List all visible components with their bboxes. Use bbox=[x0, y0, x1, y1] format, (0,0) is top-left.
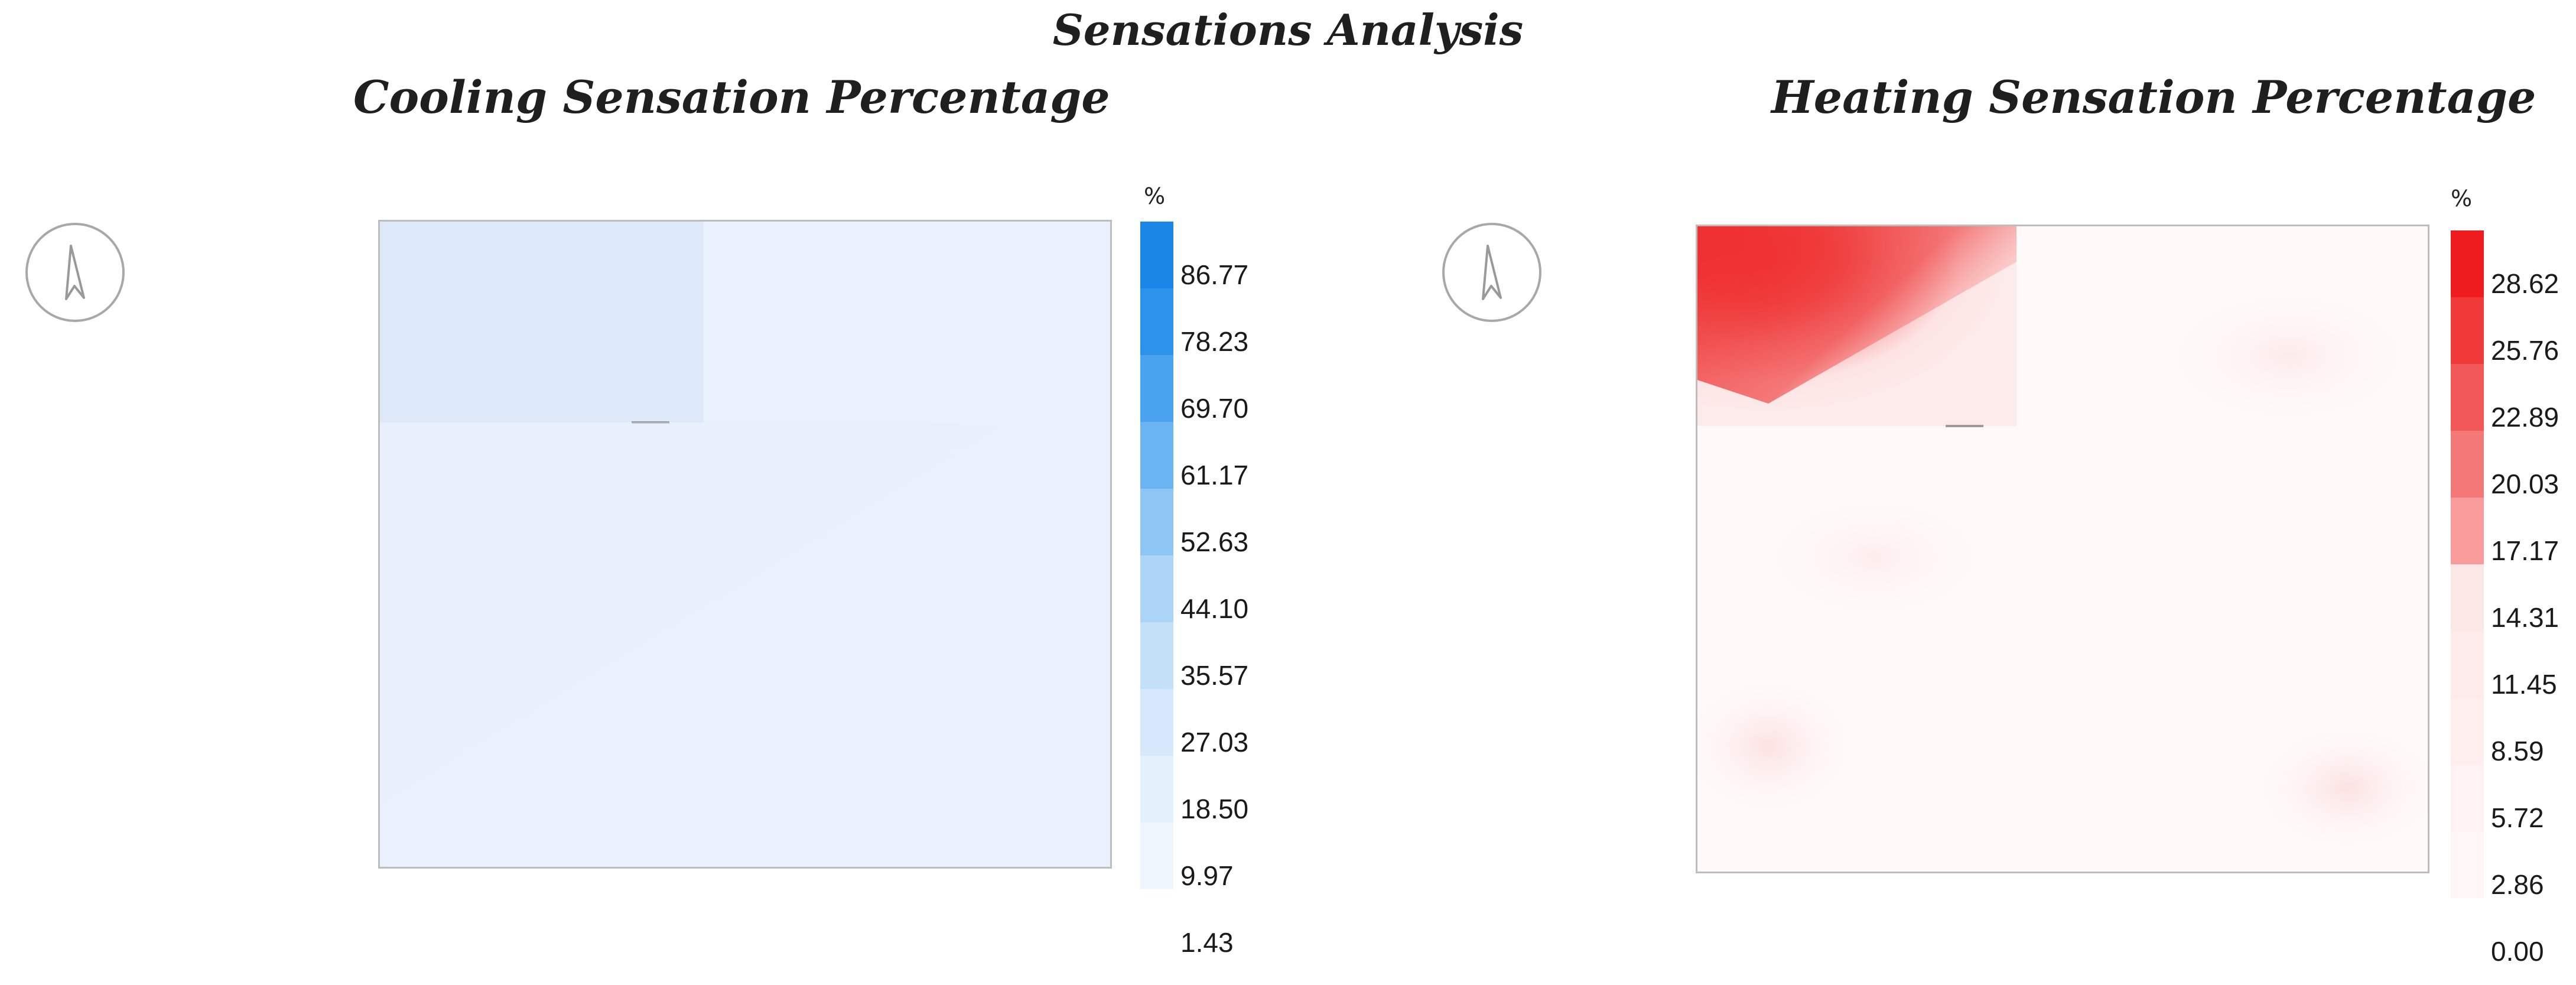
heating-colorbar-title: % bbox=[2451, 186, 2473, 212]
colorbar-tick-label: 18.50 bbox=[1180, 794, 1249, 824]
colorbar-tick-label: 27.03 bbox=[1180, 727, 1249, 758]
colorbar-tick-label: 17.17 bbox=[2491, 535, 2559, 566]
colorbar-tick-label: 22.89 bbox=[2491, 402, 2559, 433]
colorbar-swatch bbox=[2451, 431, 2484, 498]
colorbar-swatch bbox=[2451, 564, 2484, 631]
colorbar-swatch bbox=[1140, 288, 1173, 355]
colorbar-tick-label: 20.03 bbox=[2491, 469, 2559, 499]
colorbar-swatch bbox=[1140, 756, 1173, 823]
colorbar-tick-label: 9.97 bbox=[1180, 860, 1234, 891]
colorbar-tick-label: 35.57 bbox=[1180, 660, 1249, 691]
colorbar-tick-label: 61.17 bbox=[1180, 460, 1249, 490]
colorbar-tick-label: 86.77 bbox=[1180, 259, 1249, 290]
heating-colorbar: % 28.62 25.76 22.89 20.03 17.17 14.31 11.45 8.5… bbox=[2446, 183, 2576, 969]
colorbar-swatch bbox=[1140, 422, 1173, 489]
colorbar-swatch bbox=[1140, 489, 1173, 555]
cooling-room-region bbox=[380, 222, 704, 422]
colorbar-swatch bbox=[1140, 622, 1173, 689]
colorbar-swatch bbox=[2451, 364, 2484, 431]
colorbar-swatch bbox=[2451, 698, 2484, 765]
colorbar-swatch bbox=[2451, 297, 2484, 364]
colorbar-swatch bbox=[2451, 230, 2484, 297]
colorbar-tick-label: 5.72 bbox=[2491, 802, 2544, 833]
colorbar-swatch bbox=[2451, 831, 2484, 898]
colorbar-swatch bbox=[2451, 765, 2484, 831]
colorbar-swatch bbox=[1140, 222, 1173, 288]
colorbar-swatch bbox=[2451, 631, 2484, 698]
colorbar-tick-label: 52.63 bbox=[1180, 526, 1249, 557]
cooling-colorbar: % 86.77 78.23 69.70 61.17 52.63 44.10 35.57 27.… bbox=[1140, 183, 1318, 969]
cooling-panel-title: Cooling Sensation Percentage bbox=[353, 71, 1110, 123]
colorbar-tick-label: 78.23 bbox=[1180, 326, 1249, 357]
heating-heatmap bbox=[1696, 225, 2429, 873]
cooling-colorbar-title: % bbox=[1144, 183, 1166, 209]
north-arrow-icon bbox=[1442, 223, 1541, 322]
colorbar-tick-label: 2.86 bbox=[2491, 869, 2544, 900]
colorbar-swatch bbox=[2451, 498, 2484, 564]
colorbar-tick-label: 28.62 bbox=[2491, 268, 2559, 299]
colorbar-tick-label: 8.59 bbox=[2491, 736, 2544, 766]
heating-hotspot bbox=[1697, 226, 2016, 404]
cooling-heatmap bbox=[378, 220, 1112, 869]
colorbar-swatch bbox=[1140, 555, 1173, 622]
colorbar-swatch bbox=[1140, 823, 1173, 889]
colorbar-tick-label: 44.10 bbox=[1180, 593, 1249, 624]
main-title: Sensations Analysis bbox=[1052, 5, 1524, 55]
colorbar-swatch bbox=[1140, 355, 1173, 422]
colorbar-tick-label: 25.76 bbox=[2491, 335, 2559, 366]
north-arrow-icon bbox=[25, 223, 125, 322]
colorbar-tick-label: 1.43 bbox=[1180, 927, 1234, 958]
heating-panel-title: Heating Sensation Percentage bbox=[1771, 71, 2536, 123]
colorbar-tick-label: 0.00 bbox=[2491, 936, 2544, 967]
door-mark bbox=[1946, 425, 1983, 427]
colorbar-tick-label: 14.31 bbox=[2491, 602, 2559, 633]
colorbar-tick-label: 69.70 bbox=[1180, 393, 1249, 424]
colorbar-tick-label: 11.45 bbox=[2491, 669, 2557, 700]
colorbar-swatch bbox=[1140, 689, 1173, 756]
